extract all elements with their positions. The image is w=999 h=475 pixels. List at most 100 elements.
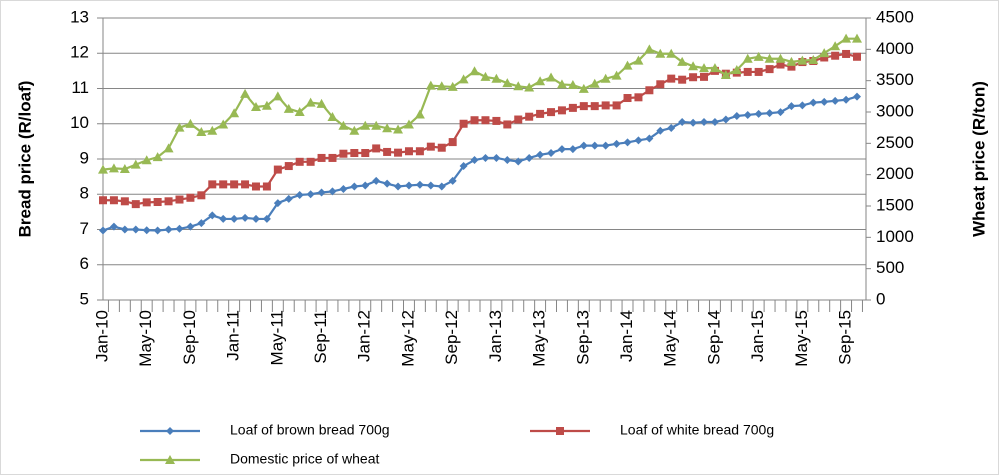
- data-point: [284, 194, 293, 203]
- data-point: [589, 78, 600, 88]
- data-point: [678, 75, 687, 84]
- y-tick-label: 13: [70, 7, 89, 26]
- data-point: [667, 74, 676, 83]
- data-point: [622, 60, 633, 70]
- data-point: [306, 157, 315, 166]
- data-point: [175, 195, 184, 204]
- data-point: [666, 48, 677, 58]
- data-point: [830, 41, 841, 51]
- data-point: [197, 219, 206, 228]
- data-point: [612, 101, 621, 110]
- data-point: [98, 164, 108, 174]
- data-point: [732, 111, 741, 120]
- data-point: [842, 49, 851, 58]
- data-point: [108, 163, 119, 173]
- data-point: [99, 226, 107, 235]
- data-point: [295, 157, 304, 166]
- data-point: [403, 119, 414, 129]
- data-point: [820, 53, 829, 62]
- data-point: [350, 149, 359, 158]
- data-point: [372, 144, 381, 153]
- data-point: [709, 63, 720, 73]
- data-point: [797, 55, 808, 65]
- data-point: [119, 164, 130, 174]
- data-point: [131, 200, 140, 209]
- y-tick-label: 8: [80, 184, 89, 203]
- legend-label: Domestic price of wheat: [230, 451, 380, 467]
- data-point: [689, 118, 698, 127]
- data-point: [514, 157, 523, 166]
- data-point: [743, 110, 752, 119]
- data-point: [765, 65, 774, 74]
- data-point: [383, 147, 392, 156]
- data-point: [700, 117, 709, 126]
- series-line: [102, 37, 857, 171]
- data-point: [185, 118, 196, 128]
- data-point: [273, 199, 282, 208]
- data-point: [547, 149, 556, 158]
- data-point: [731, 65, 742, 75]
- data-point: [787, 102, 796, 111]
- legend-label: Loaf of white bread 700g: [620, 422, 774, 438]
- data-point: [316, 98, 327, 108]
- data-point: [590, 102, 599, 111]
- y-tick-label: 5: [80, 289, 89, 308]
- data-point: [754, 67, 763, 76]
- data-point: [261, 100, 272, 110]
- data-point: [207, 125, 218, 135]
- data-point: [536, 109, 545, 118]
- data-point: [251, 182, 260, 191]
- data-point: [852, 33, 862, 43]
- data-point: [163, 143, 174, 153]
- data-point: [153, 226, 162, 235]
- data-point: [776, 60, 785, 69]
- data-point: [503, 120, 512, 129]
- data-point: [612, 139, 621, 148]
- x-tick-label: Jan-13: [486, 310, 505, 362]
- data-point: [142, 198, 151, 207]
- data-point: [623, 94, 632, 103]
- data-point: [491, 73, 502, 83]
- data-point: [470, 116, 479, 125]
- data-point: [503, 156, 512, 165]
- data-point: [557, 145, 566, 154]
- data-point: [547, 108, 556, 117]
- data-point: [689, 73, 698, 82]
- data-point: [306, 190, 315, 199]
- y2-tick-label: 4000: [876, 39, 914, 58]
- data-point: [295, 190, 304, 199]
- data-point: [383, 179, 392, 188]
- y2-tick-label: 1500: [876, 195, 914, 214]
- data-point: [165, 455, 175, 464]
- data-point: [294, 107, 305, 116]
- data-point: [754, 109, 763, 118]
- data-point: [710, 117, 719, 126]
- data-point: [656, 80, 665, 89]
- data-point: [513, 81, 524, 91]
- data-point: [186, 193, 195, 202]
- data-point: [109, 196, 118, 205]
- data-point: [644, 44, 655, 54]
- data-point: [164, 225, 173, 234]
- data-point: [492, 153, 501, 162]
- data-point: [415, 147, 424, 156]
- y-tick-label: 11: [71, 78, 89, 97]
- data-point: [579, 102, 588, 111]
- data-point: [284, 162, 293, 171]
- data-point: [273, 165, 282, 174]
- data-point: [361, 149, 370, 158]
- data-point: [120, 225, 129, 234]
- data-point: [819, 48, 830, 58]
- data-point: [436, 81, 447, 91]
- x-tick-label: May-10: [136, 310, 155, 367]
- data-point: [327, 112, 338, 122]
- data-point: [250, 101, 261, 111]
- x-tick-label: Sep-13: [573, 310, 592, 365]
- data-point: [241, 180, 250, 189]
- x-tick-label: Jan-12: [355, 310, 374, 362]
- data-point: [339, 184, 348, 193]
- data-point: [546, 72, 557, 82]
- data-point: [338, 120, 349, 130]
- x-tick-label: Sep-12: [442, 310, 461, 365]
- series: [99, 92, 861, 235]
